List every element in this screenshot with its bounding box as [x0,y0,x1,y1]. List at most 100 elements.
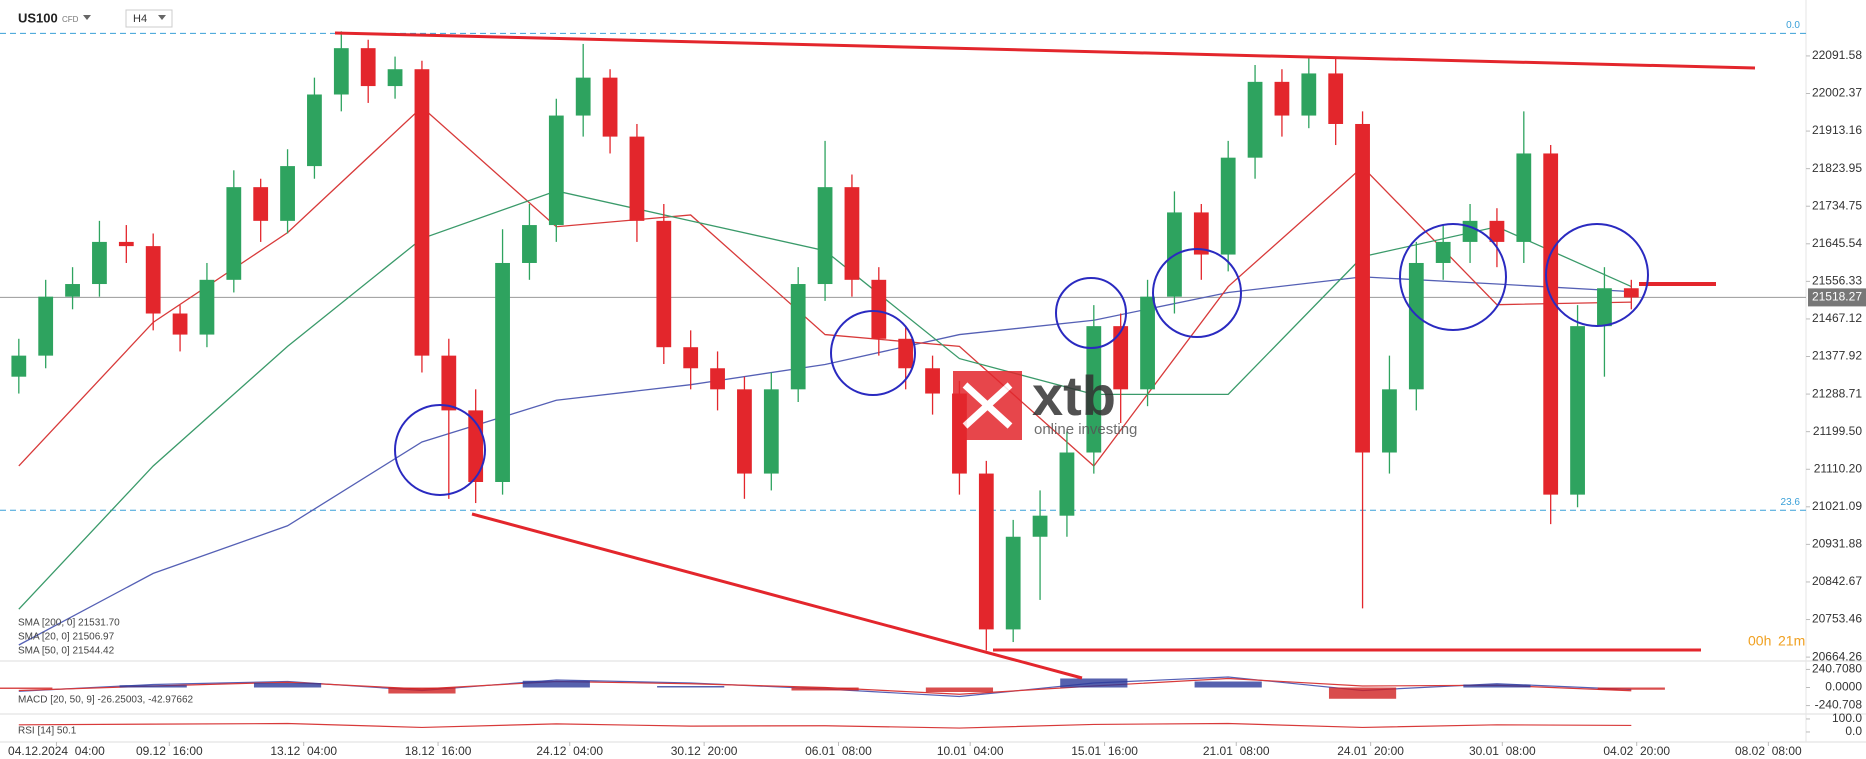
candle-body [1220,157,1236,255]
indicator-legend: RSI [14] 50.1 [18,726,77,737]
watermark-tagline: online investing [1034,421,1137,438]
dropdown-arrow[interactable] [158,15,166,20]
indicator-legend: SMA [20, 0] 21506.97 [18,632,115,643]
candle-body [92,241,107,285]
fib-label: 23.6 [1781,497,1801,508]
y-tick-label: 21377.92 [1812,349,1862,363]
last-price-box [1808,288,1866,307]
y-tick-label: 21288.71 [1812,386,1862,400]
candle-body [1382,389,1397,453]
candle-body [495,262,510,482]
y-tick-label: 21199.50 [1813,424,1862,438]
y-tick-label: 21556.33 [1812,274,1862,288]
macd-histogram-bar [522,680,590,688]
highlight-circle [1055,277,1127,349]
timeframe-box[interactable] [125,9,173,28]
x-tick-label: 30.01 08:00 [1469,744,1536,758]
macd-tick-label: 240.7080 [1812,662,1862,676]
candle-body [1301,73,1317,116]
last-price-label: 21518.27 [1812,290,1862,304]
trend-line [334,31,1756,70]
candle-body [1435,241,1451,263]
highlight-circle [394,404,486,496]
indicator-legend: SMA [50, 0] 21544.42 [18,646,115,657]
candle-body [548,115,564,226]
watermark: xtb online investing [953,364,1137,440]
x-tick-label: 15.01 16:00 [1071,744,1138,758]
candle-body [1059,452,1075,516]
candle-body [1274,81,1290,116]
y-tick-label: 21734.75 [1812,198,1862,212]
candle-body [1623,288,1639,298]
x-tick-label: 08.02 08:00 [1735,744,1802,758]
candle-body [38,296,54,356]
candle-body [683,347,699,369]
macd-histogram-bar [0,687,53,690]
candle-body [333,48,349,95]
candle-body [1516,153,1532,242]
y-tick-label: 22091.58 [1812,48,1862,62]
y-tick-label: 21110.20 [1814,461,1863,475]
candle-body [1597,288,1612,327]
candle-body [65,284,80,297]
macd-histogram-bar [1597,687,1665,690]
candle-body [978,473,994,630]
x-tick-label: 13.12 04:00 [270,744,337,758]
macd-histogram-bar [791,687,859,691]
candle-body [575,77,591,116]
candle-body [1408,262,1424,390]
candle-body [1193,212,1209,255]
candle-body [118,241,134,247]
y-tick-label: 20664.26 [1812,649,1862,663]
y-tick-label: 20931.88 [1812,537,1862,551]
candle-body [172,313,188,335]
candle-body [307,94,322,167]
instrument-type: CFD [62,15,79,24]
x-tick-label: 30.12 20:00 [671,744,738,758]
candle-body [844,187,860,280]
candle-body [871,279,887,339]
highlight-circle [1545,223,1649,327]
candle-body [790,284,806,390]
candle-body [1086,326,1102,453]
candle-body [280,166,295,221]
x-tick-label: 09.12 16:00 [136,744,203,758]
candle-body [1113,326,1129,390]
dropdown-arrow[interactable] [83,15,91,20]
rsi-tick-label: 100.0 [1832,711,1862,725]
candle-body [522,225,537,263]
countdown-hours: 00h [1748,633,1771,649]
candle-body [925,368,940,394]
x-tick-label: 06.01 08:00 [805,744,872,758]
candle-body [1355,123,1370,453]
y-tick-label: 20842.67 [1812,574,1862,588]
indicator-legend: SMA [200, 0] 21531.70 [18,618,120,629]
candle-body [898,338,914,369]
macd-histogram-bar [657,685,725,688]
candle-body [226,187,242,280]
macd-histogram-bar [1060,678,1128,688]
y-tick-label: 21913.16 [1812,123,1862,137]
candle-body [414,69,430,356]
macd-histogram-bar [1328,687,1397,699]
symbol[interactable]: US100 [18,10,58,25]
y-tick-label: 21021.09 [1812,499,1862,513]
timeframe[interactable]: H4 [133,13,147,25]
macd-histogram-bar [1463,684,1531,688]
macd-tick-label: -240.708 [1815,698,1863,712]
candle-body [11,355,27,377]
x-tick-label: 21.01 08:00 [1203,744,1270,758]
y-tick-label: 21823.95 [1812,161,1862,175]
watermark-x [962,382,1013,429]
candle-body [602,77,618,137]
x-tick-label: 24.01 20:00 [1337,744,1404,758]
candle-body [145,246,161,314]
candle-body [1005,536,1021,630]
candle-body [737,389,752,474]
y-tick-label: 21467.12 [1812,311,1862,325]
candle-body [199,279,215,335]
macd-histogram-bar [388,687,456,694]
candle-body [441,355,457,411]
candle-body [656,220,672,348]
trend-line [471,512,1083,680]
